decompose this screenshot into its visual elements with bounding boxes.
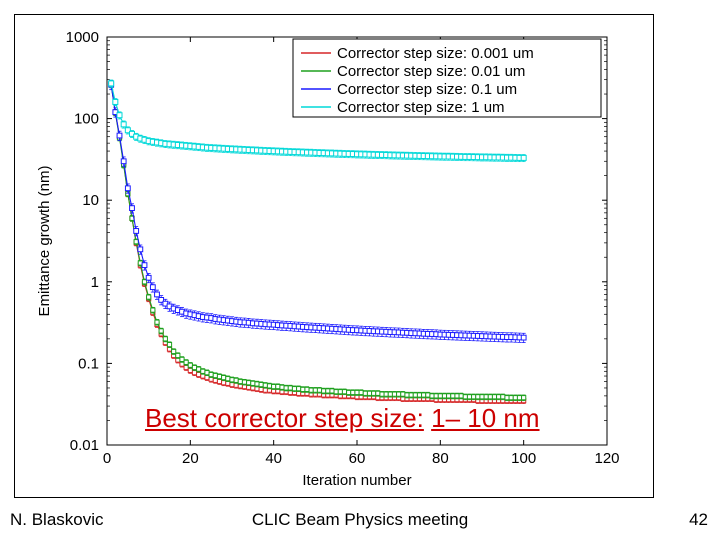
svg-text:0.01: 0.01 [70, 437, 99, 454]
svg-text:100: 100 [511, 450, 536, 467]
svg-text:60: 60 [349, 450, 366, 467]
slide-footer: N. Blaskovic CLIC Beam Physics meeting 4… [0, 510, 720, 534]
svg-text:120: 120 [594, 450, 619, 467]
slide-root: { "chart": { "type": "line-errorbar-log"… [0, 0, 720, 540]
svg-text:80: 80 [432, 450, 449, 467]
svg-text:40: 40 [265, 450, 282, 467]
svg-text:Corrector step size: 0.01 um: Corrector step size: 0.01 um [337, 63, 525, 80]
svg-text:20: 20 [182, 450, 199, 467]
annotation-part-a: Best corrector step size: [145, 403, 424, 433]
annotation-part-b: 1– 10 nm [431, 403, 539, 433]
svg-text:Corrector step size: 0.001 um: Corrector step size: 0.001 um [337, 45, 534, 62]
annotation-text: Best corrector step size: 1– 10 nm [145, 403, 540, 434]
svg-text:0.1: 0.1 [78, 355, 99, 372]
footer-meeting: CLIC Beam Physics meeting [0, 510, 720, 530]
svg-text:Iteration number: Iteration number [302, 472, 411, 489]
svg-text:10: 10 [82, 192, 99, 209]
svg-text:0: 0 [103, 450, 111, 467]
footer-page: 42 [689, 510, 708, 530]
svg-text:1000: 1000 [66, 29, 99, 46]
svg-text:Emittance growth (nm): Emittance growth (nm) [36, 166, 53, 317]
svg-text:1: 1 [91, 274, 99, 291]
svg-text:100: 100 [74, 111, 99, 128]
svg-text:Corrector step size: 0.1 um: Corrector step size: 0.1 um [337, 81, 517, 98]
svg-text:Corrector step size: 1 um: Corrector step size: 1 um [337, 99, 505, 116]
chart-frame: 0 20 40 60 80 100 120 0.01 0.1 1 10 100 1000 Iteratio… [14, 14, 654, 498]
